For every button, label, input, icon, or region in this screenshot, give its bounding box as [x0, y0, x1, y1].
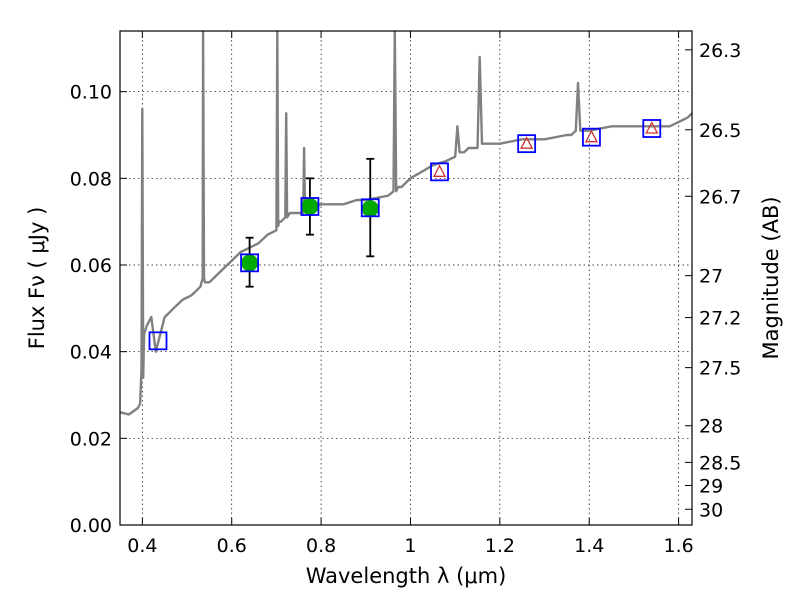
- spectrum-layer: [120, 31, 692, 416]
- x-tick-label: 1: [404, 535, 416, 557]
- x-tick-label: 0.4: [127, 535, 157, 557]
- upper-limit-marker: [645, 121, 659, 134]
- x-tick-label: 1.4: [574, 535, 604, 557]
- x-axis-label: Wavelength λ (μm): [306, 564, 507, 588]
- y2-axis-label: Magnitude (AB): [759, 196, 783, 359]
- mag-tick-label: 28.5: [699, 452, 741, 474]
- mag-tick-label: 27.5: [699, 358, 741, 380]
- y-axis-label: Flux Fν ( μJy ): [25, 207, 49, 350]
- observed-point: [241, 254, 259, 272]
- mag-tick-label: 26.5: [699, 120, 741, 142]
- x-tick-label: 0.6: [217, 535, 247, 557]
- x-tick-label: 1.2: [485, 535, 515, 557]
- ticks: 0.4 0.6 0.8 1 1.2 1.4 1.6 0.00 0.02 0.04 0.06 0.08 0…: [70, 31, 741, 557]
- points-layer: [148, 119, 662, 351]
- mag-tick-label: 27.2: [699, 308, 741, 330]
- synthetic-point: [517, 134, 537, 154]
- upper-limit-marker: [432, 164, 447, 177]
- y-tick-label: 0.10: [70, 82, 112, 104]
- y-tick-label: 0.02: [70, 428, 112, 450]
- mag-tick-label: 30: [699, 499, 723, 521]
- mag-tick-label: 26.3: [699, 40, 741, 62]
- observed-point: [301, 198, 319, 215]
- mag-tick-label: 26.7: [699, 186, 741, 208]
- y-tick-label: 0.04: [70, 342, 112, 364]
- y-tick-label: 0.06: [70, 255, 112, 277]
- synthetic-point: [582, 127, 601, 147]
- plot-frame: [119, 30, 693, 526]
- synthetic-point: [240, 253, 259, 273]
- x-tick-label: 1.6: [663, 535, 693, 557]
- x-tick-label: 0.8: [306, 535, 336, 557]
- mag-tick-label: 29: [699, 475, 723, 497]
- y-tick-label: 0.00: [70, 515, 112, 537]
- mag-tick-label: 28: [699, 416, 723, 438]
- synthetic-point: [148, 331, 168, 351]
- observed-point: [361, 200, 379, 218]
- spectrum-line: [120, 31, 692, 416]
- synthetic-point: [360, 198, 380, 218]
- synthetic-point: [430, 162, 449, 182]
- synthetic-point: [642, 119, 662, 138]
- upper-limit-marker: [584, 129, 599, 143]
- y-tick-label: 0.08: [70, 168, 112, 190]
- mag-tick-label: 27: [699, 266, 723, 288]
- upper-limit-marker: [520, 136, 534, 149]
- synthetic-point: [300, 197, 320, 216]
